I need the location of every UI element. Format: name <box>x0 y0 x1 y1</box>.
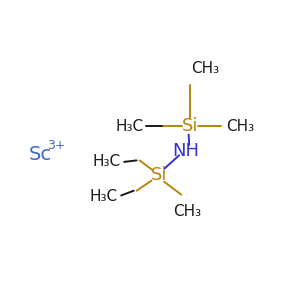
Text: NH: NH <box>172 142 199 160</box>
Text: H₃C: H₃C <box>115 119 143 134</box>
Text: Si: Si <box>151 166 167 184</box>
Text: CH₃: CH₃ <box>191 61 219 76</box>
Text: H₃C: H₃C <box>90 190 118 205</box>
Text: Sc: Sc <box>28 145 52 164</box>
Text: CH₃: CH₃ <box>226 119 254 134</box>
Text: H₃C: H₃C <box>93 154 121 169</box>
Text: CH₃: CH₃ <box>173 204 201 219</box>
Text: 3+: 3+ <box>47 139 66 152</box>
Text: Si: Si <box>182 117 198 135</box>
